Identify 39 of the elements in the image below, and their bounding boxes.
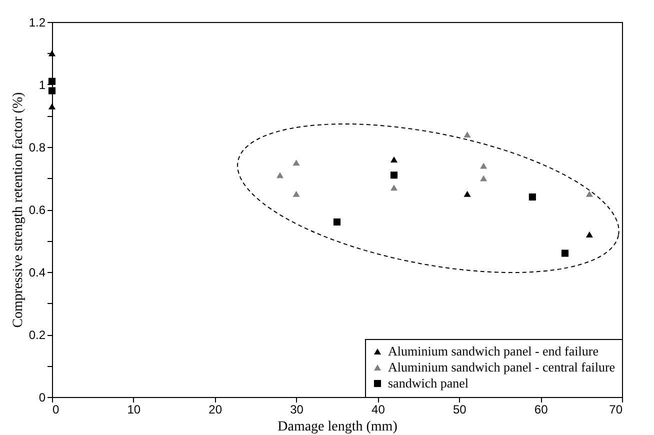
- point: [48, 103, 56, 110]
- x-tick-label: 40: [372, 402, 386, 416]
- x-tick-label: 20: [208, 402, 222, 416]
- x-tick-label: 70: [609, 402, 623, 416]
- x-tick-label: 50: [452, 402, 467, 416]
- y-tick-label: 0.6: [28, 203, 46, 217]
- point: [480, 162, 488, 169]
- point: [390, 156, 398, 163]
- y-tick-label: 1: [38, 78, 46, 92]
- legend-label: sandwich panel: [388, 376, 469, 390]
- point: [333, 218, 341, 226]
- point: [464, 190, 471, 197]
- point: [390, 172, 398, 179]
- point: [528, 193, 536, 201]
- legend-label: Aluminium sandwich panel - end failure: [388, 344, 599, 358]
- point: [464, 131, 471, 138]
- y-axis-title: Compressive strength retention factor (%): [10, 92, 26, 328]
- point: [390, 184, 398, 191]
- point: [561, 250, 569, 257]
- x-tick-label: 10: [127, 402, 141, 416]
- y-tick-label: 0: [38, 390, 46, 404]
- point: [48, 87, 56, 94]
- point: [48, 78, 56, 85]
- x-tick-label: 60: [534, 402, 548, 416]
- point: [48, 50, 56, 56]
- point: [292, 160, 300, 166]
- point: [586, 231, 593, 238]
- legend-label: Aluminium sandwich panel - central failure: [388, 360, 616, 374]
- x-tick-label: 0: [52, 402, 60, 416]
- point: [292, 190, 300, 197]
- y-tick-label: 0.8: [28, 140, 46, 154]
- x-axis-title: Damage length (mm): [278, 420, 398, 434]
- y-tick-label: 0.4: [28, 266, 46, 280]
- y-tick-label: 1.2: [28, 16, 46, 30]
- point: [480, 175, 488, 182]
- point: [586, 190, 593, 197]
- point: [276, 172, 284, 178]
- x-tick-label: 30: [290, 402, 304, 416]
- y-tick-label: 0.2: [28, 328, 46, 342]
